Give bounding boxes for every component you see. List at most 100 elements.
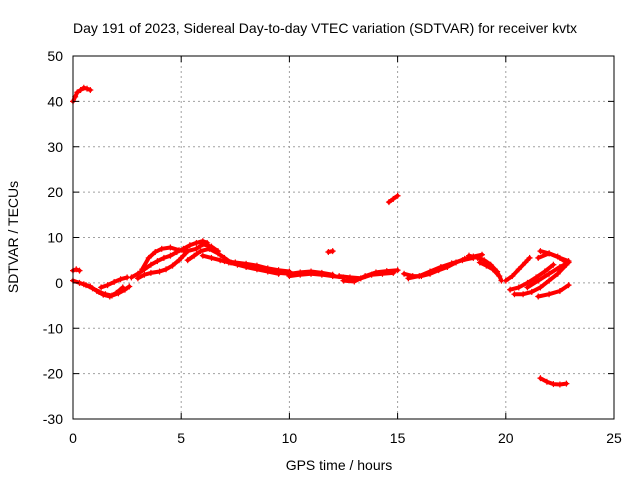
data-point [147,261,154,268]
data-point [383,268,390,275]
data-point [128,274,135,281]
data-point [405,275,412,282]
series-dip-b [80,281,126,300]
data-point [524,284,531,291]
data-point [535,254,542,261]
data-point [184,257,191,264]
series-falling-b [466,252,505,284]
data-point [217,257,224,264]
data-point [76,267,83,274]
data-point [286,273,293,280]
data-point [550,381,557,388]
data-point [459,257,466,264]
data-point [297,271,304,278]
series-outlier-a [385,192,401,206]
data-point [394,192,401,199]
data-point [416,273,423,280]
data-point [221,258,228,265]
data-point [93,288,100,295]
data-point [448,260,455,267]
data-point [214,250,221,257]
data-point [180,252,187,259]
data-point [147,269,154,276]
data-point [100,291,107,298]
data-point [336,273,343,280]
data-point [208,254,215,261]
x-tick-label: 0 [69,430,77,446]
data-point [556,288,563,295]
data-point [126,283,133,290]
data-point [340,277,347,284]
y-tick-label: -20 [43,366,63,382]
data-point [515,284,522,291]
series-early-short [70,266,83,274]
data-point [169,262,176,269]
data-point [537,248,544,255]
y-tick-label: 40 [47,93,63,109]
data-point [466,252,473,259]
data-point [199,252,206,259]
data-point [546,250,553,257]
data-point [537,375,544,382]
data-point [152,249,159,256]
data-point [351,278,358,285]
data-point [483,262,490,269]
data-point [546,270,553,277]
data-point [80,84,87,91]
data-point [104,282,111,289]
series-stripe-6 [535,282,572,300]
data-point [546,291,553,298]
data-point [362,273,369,280]
y-tick-label: -30 [43,411,63,427]
series-line [536,283,571,299]
data-point [184,248,191,255]
data-point [139,266,146,273]
data-point [73,266,80,273]
data-point [119,284,126,291]
data-point [80,281,87,288]
data-point [197,248,204,255]
series-stripe-7 [537,248,570,266]
series-layer [70,84,572,388]
data-point [478,251,485,258]
data-point [117,276,124,283]
data-point [77,87,84,94]
data-point [546,277,553,284]
ticks: 0 5 10 15 20 25 -30 -20 -10 0 10 20 30 40 50 [43,48,622,446]
data-point [401,270,408,277]
data-point [176,257,183,264]
data-point [541,268,548,275]
series-steep-a [134,248,191,282]
series-rise-a [128,238,211,281]
data-point [308,270,315,277]
data-point [318,271,325,278]
series-flat-d [340,267,401,285]
data-point [535,293,542,300]
y-tick-label: 50 [47,48,63,64]
series-stripe-1 [502,254,533,284]
data-point [554,270,561,277]
data-point [533,274,540,281]
x-tick-label: 15 [390,430,406,446]
data-point [243,260,250,267]
y-axis-label: SDTVAR / TECUs [5,181,21,293]
data-point [206,245,213,252]
data-point [394,267,401,274]
data-point [156,268,163,275]
data-point [535,277,542,284]
series-point-a [325,248,336,256]
data-point [385,199,392,206]
x-tick-label: 25 [606,430,622,446]
data-point [427,268,434,275]
data-point [563,380,570,387]
data-point [193,245,200,252]
data-point [113,289,120,296]
data-point [199,241,206,248]
data-point [84,85,91,92]
data-point [474,254,481,261]
data-point [329,273,336,280]
data-point [232,259,239,266]
data-point [193,239,200,246]
data-point [111,278,118,285]
